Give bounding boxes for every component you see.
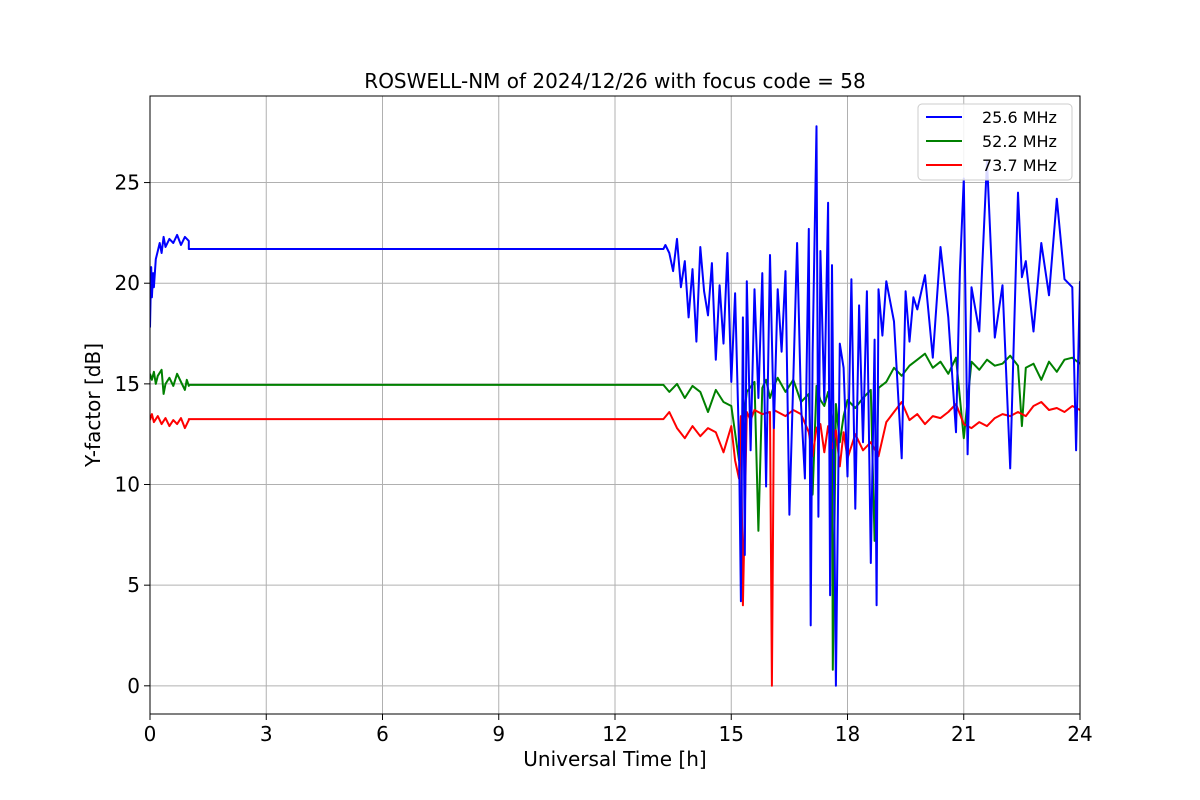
y-axis-label: Y-factor [dB] xyxy=(81,343,105,468)
y-tick-label: 5 xyxy=(127,573,140,597)
legend-label-0: 25.6 MHz xyxy=(982,108,1057,127)
y-tick-label: 15 xyxy=(115,372,140,396)
chart-title: ROSWELL-NM of 2024/12/26 with focus code… xyxy=(364,69,865,93)
y-tick-label: 0 xyxy=(127,674,140,698)
y-tick-label: 25 xyxy=(115,171,140,195)
x-tick-label: 6 xyxy=(376,722,389,746)
x-tick-label: 0 xyxy=(144,722,157,746)
y-tick-label: 10 xyxy=(115,473,140,497)
x-tick-label: 3 xyxy=(260,722,273,746)
x-tick-label: 21 xyxy=(951,722,976,746)
legend-label-2: 73.7 MHz xyxy=(982,156,1057,175)
x-tick-label: 9 xyxy=(492,722,505,746)
legend-box xyxy=(917,103,1073,181)
legend: 25.6 MHz 52.2 MHz 73.7 MHz xyxy=(917,103,1073,181)
legend-label-1: 52.2 MHz xyxy=(982,132,1057,151)
x-tick-label: 15 xyxy=(719,722,744,746)
x-tick-label: 24 xyxy=(1067,722,1092,746)
y-tick-label: 20 xyxy=(115,271,140,295)
series-line-0 xyxy=(150,125,1080,687)
series-lines xyxy=(150,125,1080,687)
x-tick-label: 18 xyxy=(835,722,860,746)
x-axis-label: Universal Time [h] xyxy=(523,747,706,771)
x-tick-label: 12 xyxy=(602,722,627,746)
axis-ticks: 0 3 6 9 12 15 18 21 24 0 5 10 15 20 25 xyxy=(115,171,1093,746)
